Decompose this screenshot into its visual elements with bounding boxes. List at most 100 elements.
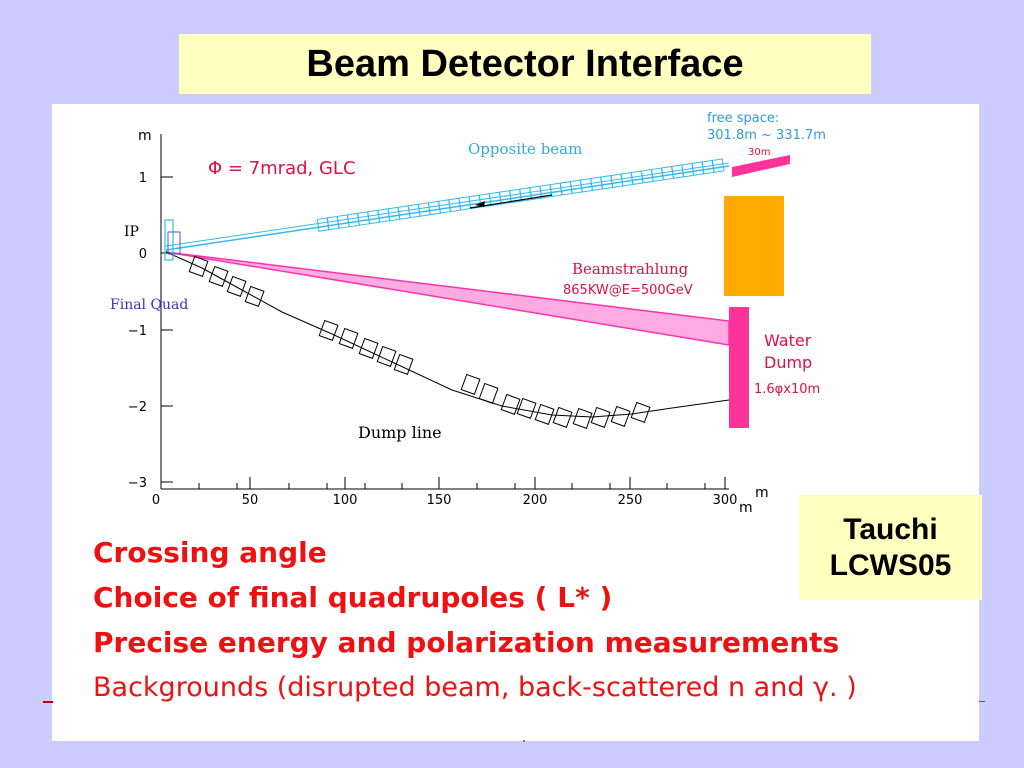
y-tick-labels: 1 0 −1 −2 −3	[128, 171, 147, 491]
dump-line-magnet	[393, 353, 414, 375]
dump-line-magnet	[552, 406, 573, 428]
free-space-bar	[732, 155, 790, 177]
title-box: Beam Detector Interface	[179, 34, 871, 94]
dump-line-magnet	[572, 407, 593, 429]
opposite-beam-magnet	[438, 199, 451, 214]
x-tick-label: 0	[152, 493, 160, 508]
water-dump-label-2: Dump	[764, 353, 812, 372]
opposite-beam-magnet	[407, 203, 421, 219]
opposite-beam-magnet	[610, 173, 624, 188]
dump-line-magnet	[610, 405, 631, 427]
opposite-beam-magnet	[549, 182, 563, 198]
opposite-beam-magnet	[569, 179, 583, 195]
x-tick-label: 50	[242, 493, 259, 508]
opposite-beam-magnet	[357, 211, 370, 226]
length-30m-label: 30m	[748, 147, 770, 158]
x-tick-labels: 0 50 100 150 200 250 300	[152, 493, 738, 508]
dump-line-magnet	[534, 403, 555, 425]
arrow-head-icon	[475, 201, 485, 207]
x-tick-label: 250	[618, 493, 643, 508]
author-name: Tauchi	[843, 512, 938, 546]
dump-line-magnet	[478, 382, 499, 404]
opposite-beam-magnet	[367, 209, 381, 225]
dump-line-magnet	[188, 255, 209, 277]
ip-label: IP	[124, 224, 139, 240]
dump-line-magnet	[226, 275, 247, 297]
dump-line-magnet	[516, 397, 537, 419]
opposite-beam-magnet	[448, 197, 462, 213]
bullet-item: Backgrounds (disrupted beam, back-scatte…	[93, 672, 857, 703]
y-tick-label: −3	[128, 476, 147, 491]
opposite-beam-magnet	[580, 178, 593, 193]
opposite-beam-magnet	[346, 212, 360, 228]
x-tick-marks	[160, 477, 726, 489]
slide-title: Beam Detector Interface	[306, 42, 744, 85]
opposite-beam-magnet	[397, 205, 411, 220]
diagram-panel: m 1 0 −1 −2 −3 0 50 100	[52, 104, 979, 741]
final-quad-magnet	[167, 231, 181, 255]
free-space-range: 301.8m ~ 331.7m	[707, 128, 826, 143]
footer-rule-right	[979, 701, 985, 702]
opposite-beam-magnet	[458, 196, 472, 211]
bullet-item: Choice of final quadrupoles ( L* )	[93, 581, 613, 614]
final-quad-label: Final Quad	[110, 297, 188, 313]
y-tick-label: 0	[139, 247, 147, 262]
beamstrahlung-power: 865KW@E=500GeV	[563, 283, 693, 298]
opposite-beam-magnet	[387, 206, 401, 222]
opposite-beam-magnet	[600, 175, 614, 190]
dump-line-magnets	[188, 255, 651, 429]
opposite-beam-magnet	[316, 217, 330, 232]
beamstrahlung-label: Beamstrahlung	[572, 260, 689, 278]
opposite-beam-magnet	[661, 165, 674, 181]
water-dump-size: 1.6φx10m	[754, 382, 820, 397]
dump-line-label: Dump line	[358, 423, 442, 442]
opposite-beam-magnet	[630, 170, 644, 185]
opposite-beam-magnet	[711, 158, 725, 173]
water-dump-label: Water	[764, 331, 812, 350]
x-tick-label: 300	[713, 493, 738, 508]
beam-layout-diagram: m 1 0 −1 −2 −3 0 50 100	[110, 111, 826, 516]
crossing-angle-label: Φ = 7mrad, GLC	[208, 158, 356, 179]
opposite-beam-magnet	[377, 208, 391, 223]
x-tick-label: 100	[333, 493, 358, 508]
y-tick-label: −2	[128, 400, 147, 415]
dump-line-magnet	[630, 401, 651, 423]
opposite-beam-magnet	[559, 181, 573, 196]
x-unit-label-lower: m	[739, 500, 753, 516]
dump-shield-block	[724, 196, 784, 296]
final-quad-magnet	[164, 219, 174, 261]
x-unit-label: m	[755, 485, 769, 501]
x-tick-label: 150	[427, 493, 452, 508]
opposite-beam-line	[165, 155, 790, 251]
dump-line-magnet	[208, 265, 229, 287]
opposite-beam-magnet	[417, 202, 431, 217]
y-unit-label: m	[138, 128, 152, 144]
footer-dot	[523, 740, 525, 742]
opposite-beam-label: Opposite beam	[468, 140, 582, 158]
dump-line-magnet	[318, 319, 339, 341]
dump-line-magnet	[460, 373, 481, 395]
author-credit-box: Tauchi LCWS05	[799, 495, 982, 600]
y-tick-label: −1	[128, 324, 147, 339]
dump-line-magnet	[244, 285, 265, 307]
x-tick-label: 200	[523, 493, 548, 508]
water-dump-block	[729, 307, 749, 428]
opposite-beam-magnet	[620, 171, 634, 187]
opposite-beam-magnets	[316, 158, 725, 232]
opposite-beam-magnet	[326, 215, 340, 231]
dump-line-magnet	[358, 337, 379, 359]
dump-line-magnet	[500, 393, 521, 415]
bullet-item: Precise energy and polarization measurem…	[93, 626, 840, 659]
dump-line-magnet	[590, 406, 611, 428]
opposite-beam-magnet	[336, 214, 350, 229]
y-tick-marks	[161, 176, 173, 483]
opposite-beam-magnet	[640, 168, 654, 184]
bullet-item: Crossing angle	[93, 536, 327, 569]
opposite-beam-magnet	[428, 200, 441, 216]
event-name: LCWS05	[829, 548, 952, 582]
footer-rule-left	[43, 701, 53, 703]
free-space-label: free space:	[707, 111, 779, 126]
y-tick-label: 1	[139, 171, 147, 186]
opposite-beam-magnet	[650, 167, 664, 182]
dump-line-magnet	[338, 327, 359, 349]
